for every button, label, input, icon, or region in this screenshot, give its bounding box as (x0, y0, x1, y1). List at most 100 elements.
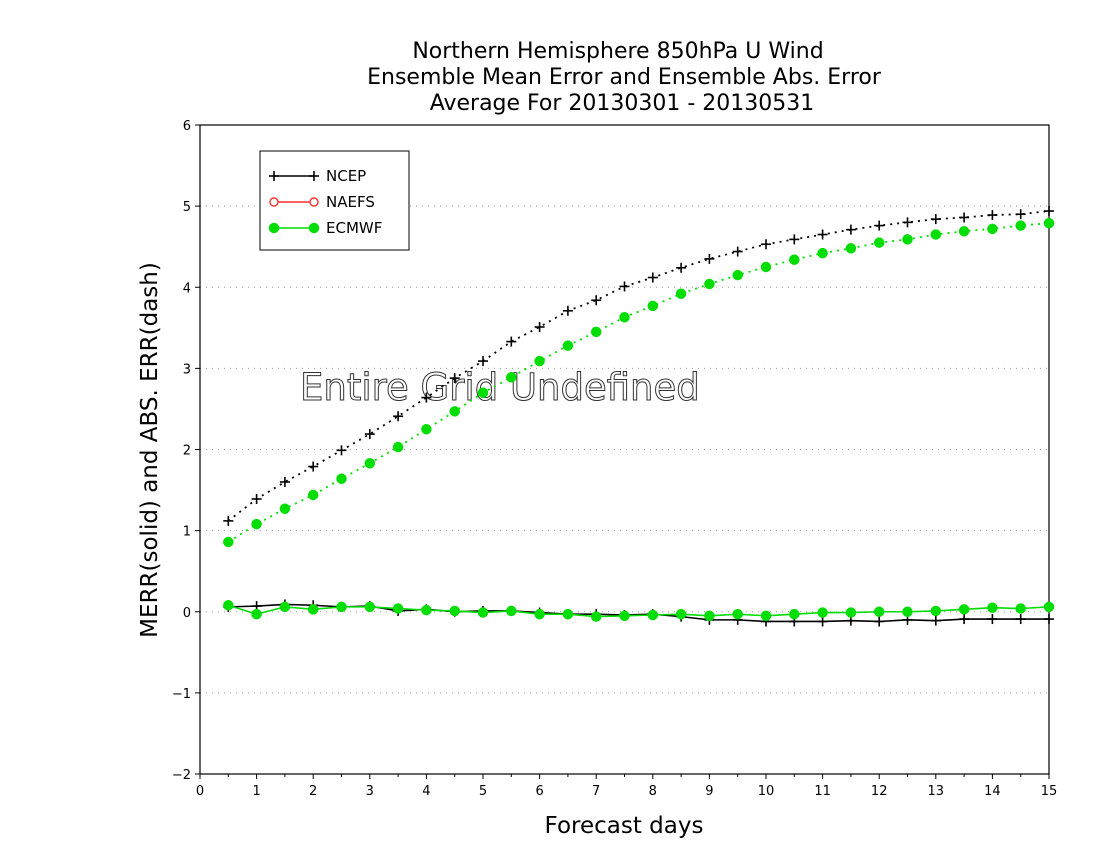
data-point-ecmwf-mean-err (562, 608, 574, 620)
legend-box (259, 150, 410, 251)
x-tick-label: 7 (592, 784, 600, 799)
data-point-ncep-mean-err (959, 614, 970, 625)
data-point-ecmwf-mean-err (223, 600, 234, 611)
data-point-ncep-abs-err (393, 411, 404, 422)
data-point-ncep-mean-err (930, 615, 941, 626)
data-point-ncep-abs-err (534, 322, 545, 333)
x-tick-label: 6 (535, 784, 543, 799)
x-tick-label: 4 (422, 784, 430, 799)
data-point-ecmwf-abs-err (477, 387, 489, 398)
data-point-ecmwf-abs-err (930, 229, 942, 240)
data-point-ncep-abs-err (959, 212, 970, 223)
x-tick-label: 8 (649, 784, 657, 799)
data-point-ecmwf-abs-err (449, 406, 460, 417)
y-axis-label: MERR(solid) and ABS. ERR(dash) (137, 262, 163, 638)
legend-label-naefs: NAEFS (326, 193, 375, 211)
data-point-ncep-abs-err (421, 392, 432, 403)
data-point-ncep-mean-err (1044, 614, 1054, 625)
data-point-ecmwf-abs-err (619, 312, 630, 323)
x-tick-label: 5 (479, 784, 487, 799)
y-tick-label: 5 (183, 200, 191, 215)
data-point-ecmwf-mean-err (817, 607, 828, 618)
chart-title-line-2: Ensemble Mean Error and Ensemble Abs. Er… (367, 65, 882, 90)
data-point-ecmwf-abs-err (817, 247, 828, 259)
y-tick-label: −1 (172, 687, 191, 702)
data-point-ecmwf-mean-err (534, 608, 545, 620)
data-point-ecmwf-abs-err (675, 288, 687, 299)
data-point-ecmwf-mean-err (619, 610, 630, 622)
legend-marker (308, 222, 320, 234)
y-tick-label: 1 (183, 525, 191, 540)
data-point-ncep-abs-err (874, 220, 885, 231)
data-point-ecmwf-mean-err (279, 601, 291, 613)
data-point-ecmwf-abs-err (987, 223, 998, 235)
data-point-ncep-abs-err (817, 229, 828, 240)
x-tick-label: 10 (758, 784, 775, 799)
data-point-ecmwf-abs-err (760, 261, 772, 273)
data-point-ecmwf-abs-err (1015, 220, 1026, 231)
data-point-ncep-abs-err (364, 429, 375, 440)
data-point-ncep-abs-err (676, 262, 687, 273)
data-point-ncep-abs-err (308, 461, 319, 472)
legend-item-ncep: NCEP (269, 167, 366, 185)
legend-label-ecmwf: ECMWF (326, 219, 382, 237)
data-point-ecmwf-mean-err (1043, 601, 1055, 613)
data-point-ecmwf-abs-err (958, 226, 970, 237)
data-point-ncep-abs-err (902, 217, 913, 228)
data-point-ncep-mean-err (987, 614, 998, 625)
legend-marker (269, 171, 279, 181)
data-point-ecmwf-mean-err (987, 602, 998, 613)
data-point-ecmwf-abs-err (732, 269, 743, 281)
data-point-ncep-abs-err (789, 234, 800, 245)
x-tick-label: 1 (252, 784, 260, 799)
data-point-ecmwf-abs-err (1043, 217, 1055, 229)
series-ncep (223, 205, 1054, 627)
data-point-ecmwf-mean-err (789, 608, 800, 620)
undefined-annotation: Entire Grid Undefined (300, 366, 700, 409)
data-point-ncep-abs-err (251, 493, 262, 504)
x-tick-label: 0 (196, 784, 204, 799)
data-point-ecmwf-abs-err (534, 355, 545, 367)
data-point-ncep-abs-err (619, 281, 630, 292)
data-point-ecmwf-abs-err (590, 326, 602, 338)
data-point-ncep-abs-err (647, 272, 658, 283)
data-point-ecmwf-abs-err (506, 372, 517, 383)
data-point-ecmwf-mean-err (958, 604, 970, 615)
y-tick-label: 2 (183, 444, 191, 459)
data-point-ecmwf-mean-err (1015, 603, 1026, 614)
data-point-ncep-abs-err (506, 336, 517, 347)
data-point-ncep-abs-err (1044, 205, 1054, 216)
data-point-ecmwf-abs-err (392, 441, 404, 453)
data-point-ecmwf-mean-err (647, 609, 659, 621)
data-point-ecmwf-mean-err (477, 607, 489, 618)
data-point-ecmwf-abs-err (845, 243, 857, 254)
data-point-ecmwf-mean-err (902, 606, 913, 617)
data-point-ecmwf-abs-err (251, 518, 262, 530)
chart-title-line-1: Northern Hemisphere 850hPa U Wind (412, 39, 823, 64)
data-point-ncep-abs-err (761, 239, 771, 250)
data-point-ecmwf-mean-err (930, 605, 942, 617)
x-tick-label: 3 (366, 784, 374, 799)
y-tick-label: 0 (183, 606, 191, 621)
series-group (223, 205, 1055, 627)
data-point-ecmwf-abs-err (562, 340, 574, 351)
data-point-ncep-mean-err (1015, 614, 1026, 625)
data-point-ncep-abs-err (1015, 209, 1026, 220)
data-point-ecmwf-abs-err (223, 536, 234, 548)
legend: NCEP NAEFS ECMWF (259, 150, 410, 251)
data-point-ncep-abs-err (478, 356, 488, 367)
y-tick-label: 6 (183, 119, 191, 134)
data-point-ecmwf-mean-err (392, 603, 404, 614)
x-tick-label: 15 (1041, 784, 1058, 799)
data-point-ecmwf-abs-err (336, 473, 347, 484)
y-tick-label: 3 (183, 362, 191, 377)
x-tick-label: 12 (871, 784, 888, 799)
x-tick-label: 13 (928, 784, 945, 799)
data-point-ncep-abs-err (591, 295, 602, 306)
data-point-ncep-abs-err (704, 253, 715, 264)
data-point-ncep-abs-err (987, 210, 998, 221)
data-point-ncep-abs-err (732, 246, 743, 257)
x-tick-label: 11 (814, 784, 831, 799)
x-tick-label: 2 (309, 784, 317, 799)
y-tick-label: −2 (172, 768, 191, 783)
